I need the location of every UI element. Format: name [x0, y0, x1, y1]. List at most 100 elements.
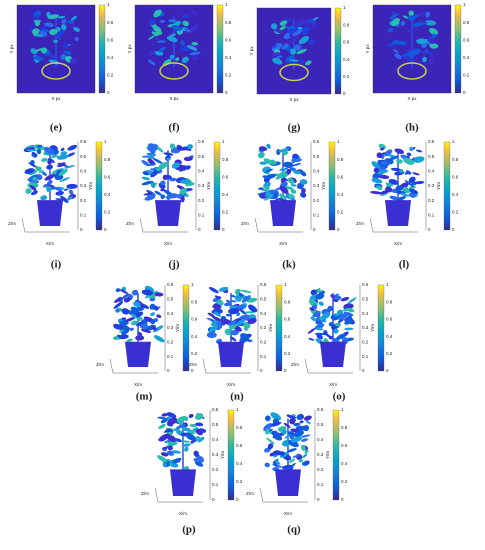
- leaf: [414, 181, 425, 185]
- leaf: [292, 454, 301, 458]
- height-tick-label: 0: [167, 368, 170, 373]
- leaf: [303, 415, 312, 421]
- z-axis: [202, 358, 207, 374]
- leaf: [74, 37, 79, 41]
- leaf: [273, 450, 283, 456]
- leaf: [404, 179, 414, 188]
- leaf: [405, 48, 417, 51]
- leaf: [378, 174, 390, 179]
- y-axis-label: Y/m: [175, 324, 180, 332]
- height-tick-label: 0.4: [198, 169, 205, 174]
- panel: X px Y px: [127, 4, 214, 101]
- leaf: [343, 303, 354, 310]
- leaf: [191, 10, 198, 16]
- colorbar-tick-label: 0.4: [104, 192, 111, 197]
- colorbar-tick-label: 0.4: [236, 461, 243, 466]
- panel-caption: (g): [288, 122, 301, 134]
- leaf: [300, 434, 311, 438]
- leaf: [38, 170, 45, 174]
- height-tick-label: 0.1: [80, 213, 87, 218]
- leaf: [387, 27, 393, 33]
- leaf: [55, 190, 64, 196]
- leaf: [305, 420, 311, 425]
- height-tick-label: 0.6: [80, 139, 87, 144]
- colorbar: [332, 409, 340, 501]
- y-axis-label: Y/m: [88, 182, 93, 190]
- leaf: [295, 158, 302, 163]
- colorbar-tick-label: 0.8: [452, 157, 459, 162]
- height-tick-label: 0.3: [317, 452, 324, 457]
- leaf: [69, 57, 77, 65]
- leaf: [195, 413, 204, 420]
- leaf: [115, 308, 120, 313]
- leaf: [388, 179, 399, 185]
- y-axis-label: Y/m: [321, 182, 326, 190]
- leaf: [66, 196, 73, 201]
- leaf: [150, 168, 156, 171]
- leaf: [207, 312, 216, 318]
- leaf: [49, 54, 59, 60]
- leaf: [287, 177, 295, 184]
- leaf: [409, 146, 414, 151]
- colorbar: [227, 409, 235, 501]
- leaf: [266, 143, 271, 149]
- leaf: [148, 163, 155, 166]
- y-axis-label: Y px: [9, 44, 14, 54]
- leaf: [258, 187, 264, 190]
- leaf: [337, 313, 348, 320]
- leaf: [63, 165, 75, 169]
- x-axis-label: X/m: [227, 382, 235, 387]
- colorbar: [213, 141, 221, 231]
- x-axis-label: X px: [169, 96, 179, 101]
- panel: X px Y px: [9, 4, 96, 101]
- leaf: [267, 443, 274, 450]
- leaf: [266, 437, 275, 445]
- colorbar-tick-label: 0: [236, 497, 239, 502]
- leaf: [182, 443, 191, 447]
- leaf: [158, 433, 170, 442]
- height-tick-label: 0: [313, 227, 316, 232]
- leaf: [189, 51, 201, 56]
- z-axis: [154, 487, 159, 503]
- leaf: [61, 19, 67, 24]
- leaf: [291, 157, 297, 164]
- leaf: [158, 424, 166, 429]
- leaf: [167, 417, 178, 426]
- colorbar-tick-label: 1: [104, 139, 107, 144]
- leaf: [58, 169, 68, 176]
- leaf: [300, 444, 306, 451]
- colorbar-tick-label: 0.2: [341, 479, 348, 484]
- leaf: [279, 20, 288, 26]
- leaf: [157, 416, 166, 419]
- leaf: [171, 24, 182, 31]
- colorbar-tick-label: 0.4: [225, 55, 232, 60]
- leaf: [167, 435, 177, 443]
- leaf: [421, 50, 427, 55]
- leaf: [171, 450, 182, 454]
- leaf: [67, 152, 76, 157]
- pot-rim: [279, 63, 309, 82]
- colorbar-tick-label: 0.8: [104, 157, 111, 162]
- pot: [320, 341, 346, 367]
- leaf: [271, 52, 283, 57]
- panel-caption: (i): [51, 259, 62, 271]
- height-tick-label: 0.4: [260, 311, 267, 316]
- height-tick-label: 0.4: [80, 169, 87, 174]
- leaf: [193, 450, 199, 457]
- height-tick-label: 0.1: [198, 213, 205, 218]
- y-axis-label: Y/m: [206, 182, 211, 190]
- height-tick-label: 0: [428, 227, 431, 232]
- leaf: [429, 43, 439, 49]
- leaf: [308, 39, 315, 45]
- height-tick-label: 0.5: [362, 297, 369, 302]
- colorbar-tick-label: 0.4: [107, 55, 114, 60]
- leaf: [176, 424, 187, 429]
- leaf: [196, 456, 204, 462]
- leaf: [60, 151, 68, 156]
- y-axis-label: Y/m: [268, 324, 273, 332]
- leaf: [166, 450, 175, 456]
- leaf: [398, 192, 410, 197]
- leaf: [126, 293, 134, 299]
- leaf: [292, 29, 303, 36]
